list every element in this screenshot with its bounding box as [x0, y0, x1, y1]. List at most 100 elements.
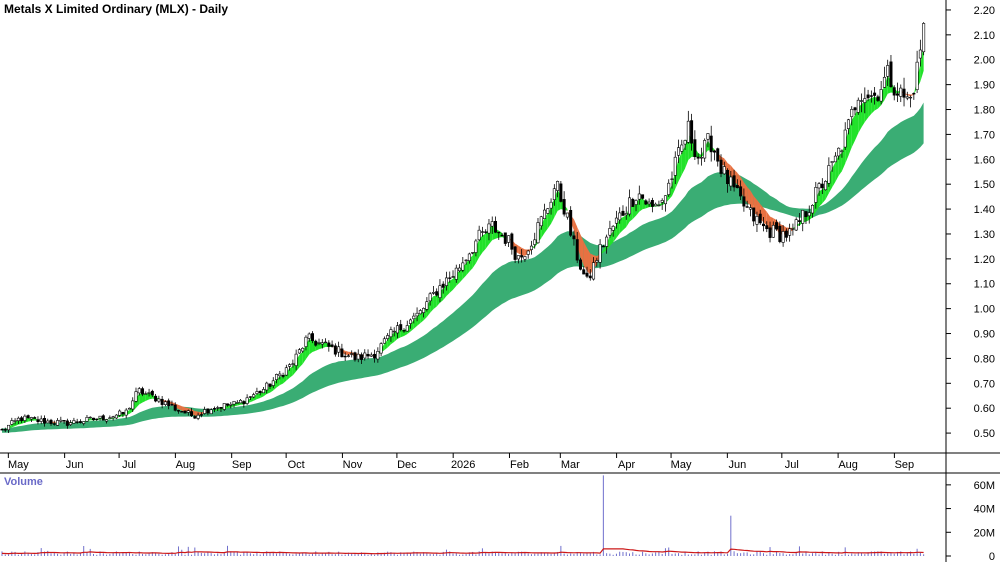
candle-body: [26, 415, 30, 419]
short-term-band-segment: [410, 319, 414, 332]
candle-body: [137, 388, 141, 394]
date-tick-label: Jul: [122, 459, 136, 471]
candle-body: [673, 156, 677, 176]
candle-body: [706, 133, 710, 140]
short-term-band-segment: [413, 316, 418, 329]
candle-body: [39, 418, 43, 422]
candle-body: [10, 420, 14, 425]
candle-body: [327, 342, 331, 347]
candle-body: [190, 411, 194, 417]
candle-body: [147, 392, 151, 394]
candle-body: [199, 414, 203, 416]
short-term-band-segment: [675, 159, 679, 189]
candle-body: [494, 220, 498, 233]
date-tick-label: Dec: [397, 459, 417, 471]
candle-body: [176, 410, 180, 412]
candle-body: [379, 343, 383, 354]
candle-body: [510, 233, 514, 250]
candle-body: [124, 409, 128, 416]
candle-body: [441, 283, 445, 288]
candle-body: [846, 119, 850, 129]
short-term-band-segment: [178, 404, 182, 411]
short-term-band-segment: [5, 427, 9, 430]
candle-body: [905, 96, 909, 99]
candle-body: [895, 93, 899, 96]
short-term-band-segment: [345, 350, 349, 356]
candle-body: [745, 206, 749, 208]
candle-body: [418, 310, 422, 315]
date-tick-label: Feb: [510, 459, 529, 471]
short-term-band-segment: [541, 217, 545, 239]
candle-body: [811, 204, 815, 214]
candle-body: [196, 414, 200, 419]
candle-body: [3, 429, 7, 431]
candle-body: [565, 212, 569, 218]
candle-body: [667, 182, 671, 195]
candle-body: [131, 400, 135, 410]
candle-body: [235, 402, 239, 404]
candle-body: [765, 225, 769, 230]
candle-body: [543, 209, 547, 220]
short-term-band-segment: [619, 217, 623, 234]
price-tick-label: 0.90: [974, 329, 995, 341]
candle-body: [20, 417, 24, 421]
candle-body: [784, 230, 788, 238]
candle-body: [82, 421, 86, 424]
candle-body: [268, 383, 272, 387]
candle-body: [245, 397, 249, 404]
candle-body: [804, 211, 808, 218]
candle-body: [899, 87, 903, 97]
date-tick-labels: May Jun Jul Aug Sep Oct Nov Dec 2026 Feb Mar Apr May…: [7, 453, 914, 471]
candle-body: [297, 349, 301, 354]
price-tick-label: 1.40: [974, 204, 995, 216]
candle-body: [0, 428, 4, 431]
volume-tick-label: 0: [989, 551, 995, 562]
candle-body: [539, 216, 543, 227]
candle-body: [373, 353, 377, 359]
short-term-band-segment: [622, 215, 627, 231]
candle-body: [526, 250, 530, 255]
price-tick-label: 0.50: [974, 428, 995, 440]
candle-body: [33, 417, 37, 419]
candle-body: [141, 388, 145, 395]
candle-body: [337, 346, 341, 353]
candle-body: [562, 199, 566, 215]
candle-body: [650, 200, 654, 207]
candle-body: [575, 239, 579, 261]
candle-body: [242, 401, 246, 405]
candle-body: [480, 231, 484, 233]
candle-body: [85, 417, 89, 422]
short-term-band-segment: [587, 248, 591, 275]
candle-body: [546, 208, 550, 214]
candle-body: [157, 398, 161, 402]
short-term-band-segment: [551, 198, 555, 224]
candle-body: [428, 293, 432, 302]
candle-body: [690, 120, 694, 144]
candle-body: [889, 61, 893, 88]
date-tick-label: Oct: [288, 459, 305, 471]
candle-body: [843, 129, 847, 148]
candle-body: [719, 159, 723, 174]
candle-body: [608, 228, 612, 236]
candle-body: [343, 355, 347, 358]
volume-tick-labels: 0 20M 40M 60M: [946, 480, 995, 562]
short-term-band-segment: [613, 224, 617, 243]
short-term-band-segment: [577, 226, 581, 258]
candle-body: [582, 269, 586, 275]
candle-body: [212, 408, 216, 410]
short-term-band-segment: [443, 283, 447, 300]
short-term-band-segment: [426, 300, 431, 318]
short-term-band-segment: [583, 241, 588, 271]
price-tick-label: 1.60: [974, 154, 995, 166]
candle-body: [307, 333, 311, 339]
candle-body: [105, 419, 109, 422]
candle-body: [922, 23, 926, 53]
candle-body: [516, 255, 520, 260]
short-term-band-segment: [142, 393, 146, 403]
candle-body: [637, 193, 641, 200]
short-term-band-segment: [466, 258, 470, 276]
candle-body: [239, 399, 243, 404]
candle-body: [559, 183, 563, 202]
candle-body: [647, 201, 651, 205]
candle-body: [422, 307, 426, 313]
